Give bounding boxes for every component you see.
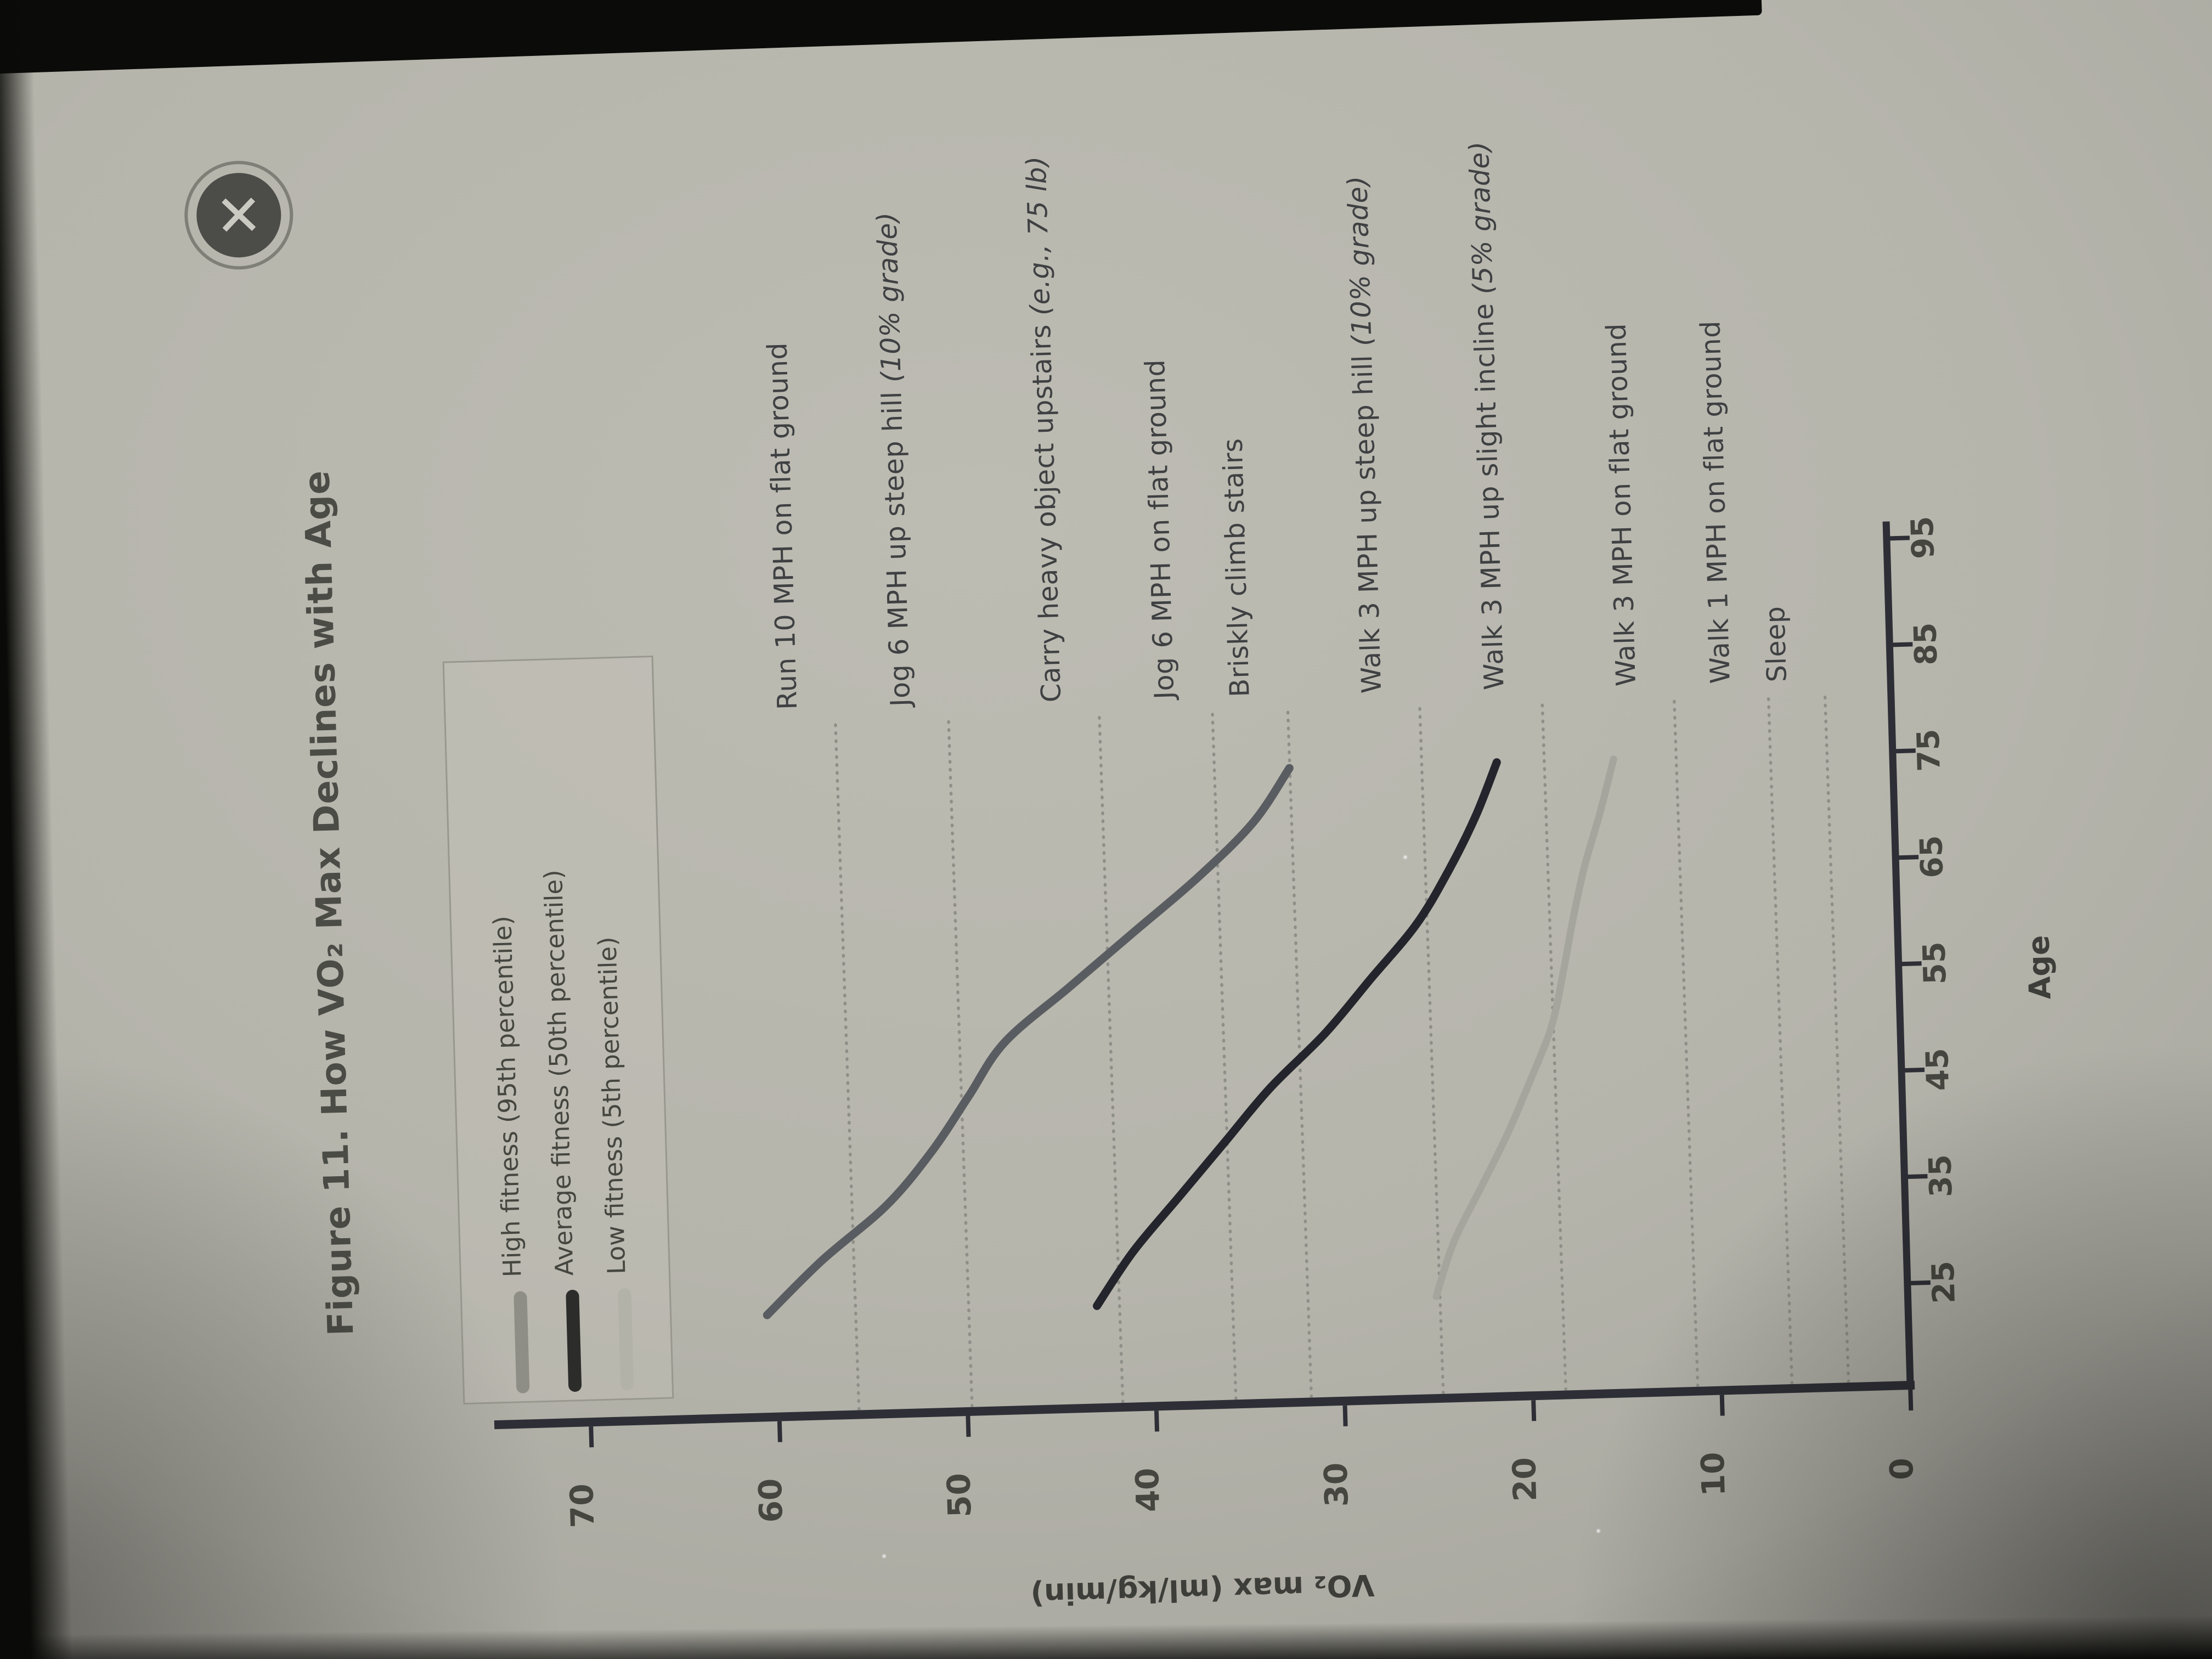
age-tick-label-25: 25 [1926, 1260, 1962, 1304]
activity-threshold-line-9 [1767, 697, 1794, 1386]
age-tick-label-85: 85 [1908, 622, 1944, 666]
curve-low-fitness [1432, 755, 1617, 1300]
activity-label-9: Walk 1 MPH on flat ground [1695, 320, 1736, 684]
activity-threshold-line-7 [1541, 703, 1567, 1392]
vo2-tick-label-50: 50 [940, 1472, 978, 1518]
activity-threshold-line-3 [1098, 716, 1125, 1404]
vo2-tick-label-20: 20 [1505, 1457, 1544, 1502]
activity-label-5: Briskly climb stairs [1217, 438, 1256, 698]
age-tick-label-75: 75 [1911, 729, 1948, 772]
age-tick-35 [1908, 1173, 1928, 1179]
close-button-disc [196, 173, 281, 258]
figure-title: Figure 11. How VO₂ Max Declines with Age [297, 470, 362, 1336]
chart-generated-content: Run 10 MPH on flat ground Jog 6 MPH up st… [442, 141, 1962, 1528]
age-tick-label-95: 95 [1905, 516, 1942, 560]
vo2-tick-label-0: 0 [1883, 1457, 1921, 1480]
close-icon: ✕ [214, 182, 264, 250]
vo2-tick-label-40: 40 [1128, 1468, 1167, 1513]
activity-label-2: Jog 6 MPH up steep hill (10% grade) [871, 212, 916, 709]
activity-label-10: Sleep [1759, 606, 1793, 682]
dust-speck [1595, 1528, 1601, 1533]
vo2-axis-title: VO₂ max (ml/kg/min) [1030, 1567, 1375, 1611]
activity-label-4: Jog 6 MPH on flat ground [1139, 359, 1180, 701]
activity-label-6: Walk 3 MPH up steep hill (10% grade) [1342, 175, 1387, 693]
activity-threshold-line-8 [1673, 699, 1700, 1389]
age-tick-85 [1893, 642, 1913, 647]
legend-swatch-3 [618, 1288, 634, 1391]
age-axis-line [1882, 521, 1914, 1390]
activity-threshold-line-1 [834, 723, 861, 1412]
vo2-tick-0 [1908, 1389, 1914, 1411]
age-tick-55 [1901, 961, 1922, 967]
vo2-tick-label-10: 10 [1694, 1452, 1733, 1497]
vo2-tick-10 [1719, 1395, 1725, 1416]
activity-label-8: Walk 3 MPH on flat ground [1601, 323, 1642, 686]
dust-speck [881, 1554, 887, 1559]
age-tick-label-55: 55 [1916, 941, 1953, 985]
vo2-tick-label-60: 60 [752, 1478, 790, 1523]
close-button[interactable]: ✕ [184, 161, 294, 270]
vo2-axis-line [494, 1380, 1915, 1430]
activity-threshold-line-4 [1211, 713, 1238, 1402]
close-button-ring [184, 161, 294, 270]
legend-box [442, 655, 674, 1405]
age-tick-label-45: 45 [1920, 1048, 1956, 1092]
activity-label-1: Run 10 MPH on flat ground [761, 342, 803, 710]
legend-swatch-2 [566, 1290, 582, 1392]
activity-label-3: Carry heavy object upstairs (e.g., 75 lb… [1020, 155, 1067, 703]
activity-threshold-line-10 [1823, 696, 1850, 1384]
age-tick-label-35: 35 [1922, 1154, 1959, 1198]
vo2-tick-label-70: 70 [563, 1483, 601, 1528]
age-tick-label-65: 65 [1914, 835, 1950, 879]
age-axis-title: Age [2021, 935, 2057, 1000]
curve-average-fitness [1092, 758, 1501, 1310]
vo2-tick-label-30: 30 [1317, 1462, 1355, 1508]
activity-threshold-line-2 [947, 720, 974, 1409]
vo2-tick-40 [1154, 1410, 1160, 1432]
activity-label-7: Walk 3 MPH up slight incline (5% grade) [1464, 141, 1510, 691]
vo2-tick-20 [1531, 1400, 1537, 1421]
legend-swatch-1 [514, 1291, 530, 1393]
dust-speck [1402, 855, 1408, 860]
vo2-tick-30 [1342, 1405, 1348, 1426]
curve-high-fitness [763, 764, 1294, 1319]
